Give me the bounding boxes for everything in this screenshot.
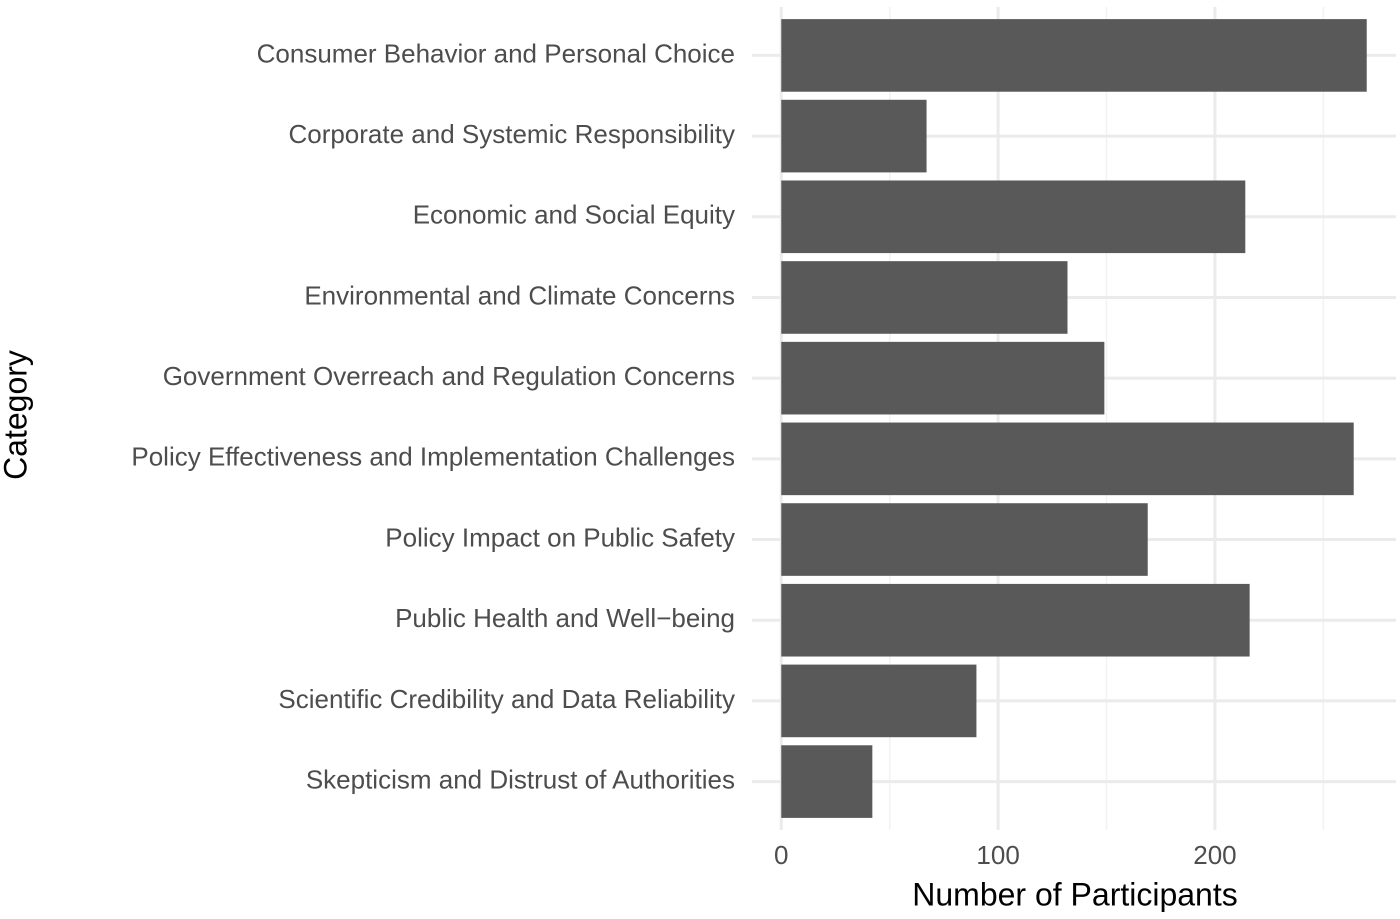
- bar: [781, 422, 1354, 496]
- bar: [781, 19, 1367, 92]
- y-tick-label: Scientific Credibility and Data Reliabil…: [278, 684, 735, 714]
- bar: [781, 745, 873, 818]
- bar: [781, 261, 1068, 334]
- bar: [781, 503, 1148, 576]
- x-axis-title: Number of Participants: [912, 876, 1237, 912]
- y-tick-label: Corporate and Systemic Responsibility: [288, 119, 735, 149]
- bar: [781, 341, 1105, 415]
- x-tick-label: 0: [774, 840, 788, 870]
- bar: [781, 180, 1246, 254]
- y-tick-label: Consumer Behavior and Personal Choice: [257, 38, 735, 68]
- y-tick-label: Public Health and Well−being: [395, 603, 735, 633]
- y-tick-label: Policy Effectiveness and Implementation …: [131, 442, 735, 472]
- y-tick-label: Environmental and Climate Concerns: [304, 280, 735, 310]
- x-tick-label: 200: [1193, 840, 1236, 870]
- y-tick-label: Economic and Social Equity: [413, 200, 735, 230]
- y-tick-label: Policy Impact on Public Safety: [385, 522, 735, 552]
- y-tick-label: Government Overreach and Regulation Conc…: [163, 361, 735, 391]
- x-tick-label: 100: [976, 840, 1019, 870]
- bar: [781, 664, 977, 738]
- bar: [781, 583, 1250, 657]
- bar: [781, 99, 927, 173]
- y-axis-title: Category: [0, 350, 33, 480]
- y-tick-label: Skepticism and Distrust of Authorities: [306, 764, 735, 794]
